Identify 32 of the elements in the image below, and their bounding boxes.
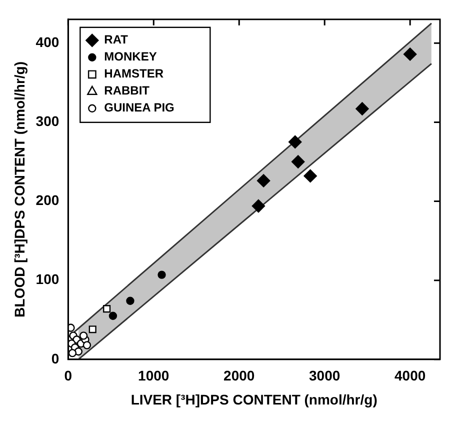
x-tick-label: 2000 [224, 368, 255, 384]
point [256, 174, 270, 188]
y-tick-label: 100 [36, 271, 60, 288]
y-tick-label: 200 [36, 192, 60, 208]
y-tick-label: 0 [51, 350, 60, 366]
legend-label: HAMSTER [104, 66, 164, 81]
point [292, 155, 305, 168]
legend-label: GUINEA PIG [104, 100, 174, 115]
point [103, 305, 111, 313]
point [108, 312, 118, 320]
point [356, 102, 369, 116]
point [252, 199, 266, 213]
point [68, 348, 77, 358]
point [79, 332, 88, 340]
point [158, 270, 166, 279]
point [288, 135, 302, 149]
x-axis-title: LIVER [³H]DPS CONTENT (nmol/hr/g) [130, 391, 378, 408]
y-axis-title: BLOOD [³H]DPS CONTENT (nmol/hr/g) [11, 61, 28, 318]
point [126, 296, 134, 305]
legend-label: MONKEY [104, 50, 157, 64]
x-tick-label: 0 [64, 368, 72, 384]
x-tick-label: 4000 [394, 368, 426, 384]
point [304, 169, 317, 183]
legend-label: RAT [104, 32, 129, 47]
point [88, 326, 96, 334]
x-tick-label: 1000 [138, 368, 170, 384]
legend-label: RABBIT [104, 84, 150, 98]
point [82, 341, 92, 350]
point [403, 48, 417, 61]
y-tick-label: 300 [36, 113, 60, 130]
y-tick-label: 400 [36, 34, 60, 50]
x-tick-label: 3000 [309, 368, 340, 384]
